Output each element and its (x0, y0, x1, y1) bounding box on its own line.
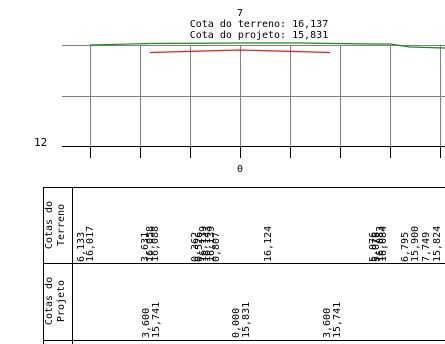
terrain-value: 16,124 (263, 226, 274, 262)
terrain-value: 5,076 (371, 232, 382, 262)
terrain-value: 5,076 (368, 232, 379, 262)
project-value: 3,600 (322, 308, 333, 338)
terrain-value: 16,084 (378, 226, 389, 262)
terrain-value: 16,139 (206, 226, 217, 262)
row-header-project: Cotas doProjeto (44, 277, 67, 325)
terrain-value: 6,133 (76, 232, 87, 262)
terrain-value: 0,807 (211, 232, 222, 262)
terrain-elevation-label: Cota do terreno: 16,137 (190, 19, 328, 30)
terrain-value: 16,139 (198, 226, 209, 262)
terrain-value: 16,088 (150, 226, 161, 262)
project-value: 15,741 (151, 302, 162, 338)
elevation-label: 12 (34, 136, 47, 149)
terrain-value: 16,083 (375, 226, 386, 262)
terrain-value: 16,017 (85, 226, 96, 262)
terrain-value: 0,526 (194, 232, 205, 262)
station-number: 7 (237, 8, 243, 19)
project-elevation-label: Cota do projeto: 15,831 (190, 30, 328, 41)
project-value: 3,600 (141, 308, 152, 338)
terrain-value: 16,143 (202, 226, 213, 262)
station-label: 0 (237, 164, 243, 175)
profile-grid (62, 45, 445, 146)
terrain-value: 7,749 (421, 232, 432, 262)
project-profile-line (149, 49, 331, 54)
profile-baseline (62, 146, 445, 158)
project-value: 0,000 (231, 308, 242, 338)
row-header-terrain: Cotas doTerreno (44, 201, 67, 249)
project-value: 15,831 (241, 302, 252, 338)
project-values: 3,600 15,741 0,000 15,831 3,600 15,741 (141, 302, 343, 338)
terrain-value: 15,900 (410, 226, 421, 262)
terrain-value: 0,362 (190, 232, 201, 262)
terrain-profile-line (89, 42, 445, 49)
terrain-value: 6,795 (400, 232, 411, 262)
terrain-value: 16,058 (145, 226, 156, 262)
terrain-value: 15,824 (432, 226, 443, 262)
project-value: 15,741 (332, 302, 343, 338)
terrain-value: 3,631 (140, 232, 151, 262)
data-table-frame (43, 187, 445, 344)
